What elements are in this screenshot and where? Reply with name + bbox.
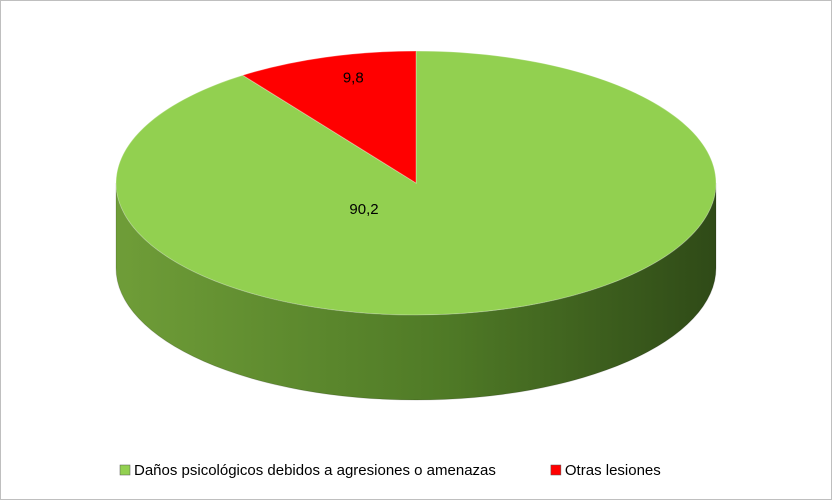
legend-marker <box>119 464 131 476</box>
legend-label: Daños psicológicos debidos a agresiones … <box>134 462 496 479</box>
legend-marker <box>550 464 562 476</box>
data-label: 9,8 <box>343 69 364 86</box>
legend-label: Otras lesiones <box>565 462 661 479</box>
data-label: 90,2 <box>349 201 378 218</box>
pie-slice <box>241 50 417 184</box>
pie-slice <box>115 50 717 316</box>
